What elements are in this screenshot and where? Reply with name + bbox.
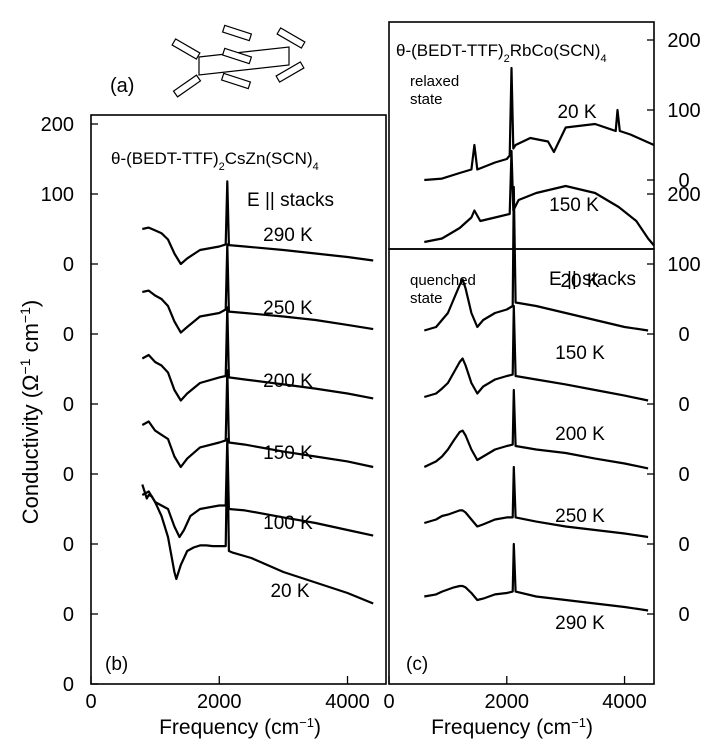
molecule-rect <box>275 61 305 83</box>
series-label: 20 K <box>560 271 599 292</box>
panel-c-label: (c) <box>406 654 428 675</box>
panel-b-label: (b) <box>105 654 128 675</box>
molecule-rect <box>276 27 306 49</box>
y-tick-label: 0 <box>678 324 689 346</box>
x-tick-label: 4000 <box>325 691 370 713</box>
trace-200k <box>423 388 649 470</box>
panel-c-y-ticks: 0 0 0 0 0 100 200 <box>647 184 701 626</box>
molecule-outline <box>198 46 290 76</box>
y-tick-label: 100 <box>667 100 700 122</box>
panel-b-frame <box>90 114 387 685</box>
trace-20k <box>423 185 649 332</box>
series-label: 200 K <box>263 371 313 392</box>
panel-b-title: θ-(BEDT-TTF)2CsZn(SCN)4 <box>111 149 319 173</box>
trace-150k <box>141 369 374 469</box>
panel-b-y-ticks: 0 0 0 0 0 0 0 100 200 <box>41 114 98 696</box>
y-tick-label: 200 <box>667 30 700 52</box>
series-label: 20 K <box>270 581 309 602</box>
panel-b-annotation: E || stacks <box>247 190 334 211</box>
panel-c-x-ticks: 0 2000 4000 <box>383 676 647 713</box>
y-tick-label: 0 <box>63 254 74 276</box>
x-tick-label: 2000 <box>197 691 242 713</box>
y-tick-label: 0 <box>678 534 689 556</box>
trace-250k <box>423 465 649 539</box>
molecule-rect <box>221 24 253 42</box>
series-label: 100 K <box>263 513 313 534</box>
panel-b-x-axis-title: Frequency (cm−1) <box>159 715 321 740</box>
molecule-rect <box>171 38 201 60</box>
y-tick-label: 0 <box>678 464 689 486</box>
relaxed-state-label-line1: relaxed <box>410 73 459 90</box>
y-tick-label: 100 <box>667 254 700 276</box>
trace-100k <box>141 437 374 539</box>
y-tick-label: 0 <box>63 674 74 696</box>
panel-b-x-ticks: 0 2000 4000 <box>85 676 370 713</box>
y-tick-label: 0 <box>678 394 689 416</box>
molecule-rect <box>221 47 253 65</box>
trace-150k <box>423 304 649 402</box>
series-label: 290 K <box>555 613 605 634</box>
relaxed-state-label-line2: state <box>410 91 443 108</box>
series-label: 150 K <box>555 343 605 364</box>
x-tick-label: 4000 <box>602 691 647 713</box>
panel-c-traces <box>423 185 649 612</box>
panel-c-annotation: E || stacks <box>549 269 636 290</box>
x-tick-label: 0 <box>383 691 394 713</box>
trace-150k <box>424 149 655 247</box>
y-tick-label: 0 <box>63 604 74 626</box>
trace-290k <box>424 542 649 612</box>
trace-20k <box>424 66 655 182</box>
series-label: 250 K <box>263 298 313 319</box>
panel-c-frame <box>388 248 655 685</box>
y-tick-label: 0 <box>678 170 689 192</box>
molecule-sketch <box>171 24 306 98</box>
panel-b-traces <box>141 180 374 605</box>
panel-c-x-axis-title: Frequency (cm−1) <box>431 715 593 740</box>
series-label: 150 K <box>549 195 599 216</box>
panel-c-top-series-labels: 20 K 150 K <box>549 102 599 216</box>
y-axis-title: Conductivity (Ω−1 cm−1) <box>17 300 43 524</box>
trace-290k <box>142 180 374 266</box>
y-tick-label: 0 <box>63 324 74 346</box>
y-tick-label: 100 <box>41 184 74 206</box>
y-tick-label: 0 <box>63 534 74 556</box>
y-tick-label: 200 <box>667 184 700 206</box>
panel-c-top-title: θ-(BEDT-TTF)2RbCo(SCN)4 <box>396 41 607 65</box>
series-label: 20 K <box>557 102 596 123</box>
trace-200k <box>141 306 374 402</box>
series-label: 200 K <box>555 424 605 445</box>
panel-c-top-y-ticks: 0 100 200 <box>647 30 701 192</box>
molecule-rect <box>220 72 252 90</box>
x-tick-label: 0 <box>85 691 96 713</box>
panel-c-top-traces <box>424 66 655 247</box>
trace-20k <box>141 444 374 605</box>
series-label: 150 K <box>263 443 313 464</box>
panel-b-series-labels: 20 K 100 K 150 K 200 K 250 K 290 K <box>263 225 313 602</box>
y-tick-label: 0 <box>678 604 689 626</box>
y-tick-label: 200 <box>41 114 74 136</box>
y-tick-label: 0 <box>63 464 74 486</box>
panel-a-label: (a) <box>110 75 134 97</box>
trace-250k <box>142 243 374 334</box>
quenched-state-label-line2: state <box>410 290 443 307</box>
panel-c-series-labels: 20 K 150 K 200 K 250 K 290 K <box>555 271 605 634</box>
y-tick-label: 0 <box>63 394 74 416</box>
x-tick-label: 2000 <box>485 691 530 713</box>
series-label: 250 K <box>555 506 605 527</box>
series-label: 290 K <box>263 225 313 246</box>
molecule-rect <box>172 74 202 98</box>
